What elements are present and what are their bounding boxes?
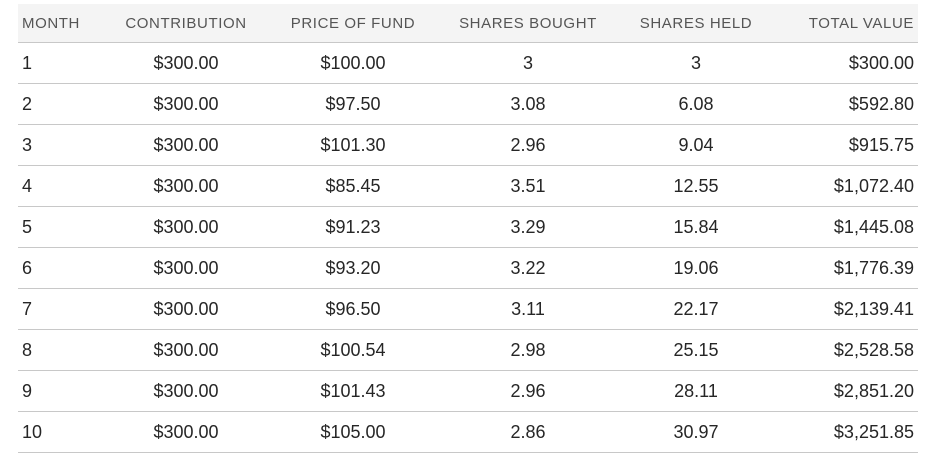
- column-header-price-of-fund: PRICE OF FUND: [276, 4, 430, 43]
- cell-contribution: $300.00: [96, 206, 276, 248]
- cell-total-value: $1,776.39: [766, 247, 918, 289]
- cell-total-value: $592.80: [766, 83, 918, 125]
- cell-month: 4: [18, 165, 96, 207]
- table-row: 4 $300.00 $85.45 3.51 12.55 $1,072.40: [18, 165, 918, 207]
- cell-contribution: $300.00: [96, 124, 276, 166]
- cell-price-of-fund: $85.45: [276, 165, 430, 207]
- column-header-month: MONTH: [18, 4, 96, 43]
- cell-contribution: $300.00: [96, 42, 276, 84]
- cell-price-of-fund: $101.30: [276, 124, 430, 166]
- cell-price-of-fund: $96.50: [276, 288, 430, 330]
- cell-price-of-fund: $100.54: [276, 329, 430, 371]
- cell-contribution: $300.00: [96, 288, 276, 330]
- table-row: 5 $300.00 $91.23 3.29 15.84 $1,445.08: [18, 206, 918, 248]
- cell-month: 9: [18, 370, 96, 412]
- table-header: MONTH CONTRIBUTION PRICE OF FUND SHARES …: [18, 4, 918, 43]
- cell-price-of-fund: $93.20: [276, 247, 430, 289]
- cell-shares-bought: 3: [430, 42, 626, 84]
- cell-shares-bought: 3.08: [430, 83, 626, 125]
- table-row: 1 $300.00 $100.00 3 3 $300.00: [18, 42, 918, 84]
- cell-month: 5: [18, 206, 96, 248]
- cell-month: 7: [18, 288, 96, 330]
- column-header-shares-bought: SHARES BOUGHT: [430, 4, 626, 43]
- cell-price-of-fund: $100.00: [276, 42, 430, 84]
- header-row: MONTH CONTRIBUTION PRICE OF FUND SHARES …: [18, 4, 918, 43]
- column-header-shares-held: SHARES HELD: [626, 4, 766, 43]
- table-row: 3 $300.00 $101.30 2.96 9.04 $915.75: [18, 124, 918, 166]
- table-row: 8 $300.00 $100.54 2.98 25.15 $2,528.58: [18, 329, 918, 371]
- cell-total-value: $2,528.58: [766, 329, 918, 371]
- table-row: 6 $300.00 $93.20 3.22 19.06 $1,776.39: [18, 247, 918, 289]
- cell-shares-bought: 3.22: [430, 247, 626, 289]
- cell-shares-held: 25.15: [626, 329, 766, 371]
- cell-shares-held: 9.04: [626, 124, 766, 166]
- cell-total-value: $300.00: [766, 42, 918, 84]
- cell-total-value: $2,139.41: [766, 288, 918, 330]
- cell-shares-held: 6.08: [626, 83, 766, 125]
- cell-contribution: $300.00: [96, 247, 276, 289]
- table-row: 10 $300.00 $105.00 2.86 30.97 $3,251.85: [18, 411, 918, 453]
- cell-contribution: $300.00: [96, 83, 276, 125]
- cell-shares-held: 22.17: [626, 288, 766, 330]
- cell-total-value: $2,851.20: [766, 370, 918, 412]
- column-header-total-value: TOTAL VALUE: [766, 4, 918, 43]
- cell-contribution: $300.00: [96, 165, 276, 207]
- cell-shares-bought: 3.51: [430, 165, 626, 207]
- cell-shares-held: 30.97: [626, 411, 766, 453]
- cell-contribution: $300.00: [96, 329, 276, 371]
- table-body: 1 $300.00 $100.00 3 3 $300.00 2 $300.00 $97.50 3.…: [18, 42, 918, 453]
- cell-total-value: $1,445.08: [766, 206, 918, 248]
- cell-contribution: $300.00: [96, 411, 276, 453]
- cell-month: 6: [18, 247, 96, 289]
- cell-total-value: $1,072.40: [766, 165, 918, 207]
- cell-month: 8: [18, 329, 96, 371]
- cell-shares-held: 3: [626, 42, 766, 84]
- cell-shares-bought: 2.96: [430, 124, 626, 166]
- cell-price-of-fund: $101.43: [276, 370, 430, 412]
- cell-month: 3: [18, 124, 96, 166]
- cell-shares-bought: 3.29: [430, 206, 626, 248]
- cell-month: 10: [18, 411, 96, 453]
- cell-shares-bought: 2.86: [430, 411, 626, 453]
- cell-price-of-fund: $91.23: [276, 206, 430, 248]
- cell-shares-held: 15.84: [626, 206, 766, 248]
- cell-price-of-fund: $97.50: [276, 83, 430, 125]
- cell-total-value: $3,251.85: [766, 411, 918, 453]
- cell-shares-held: 12.55: [626, 165, 766, 207]
- investment-table-container: MONTH CONTRIBUTION PRICE OF FUND SHARES …: [18, 4, 918, 453]
- cell-shares-bought: 2.96: [430, 370, 626, 412]
- table-row: 9 $300.00 $101.43 2.96 28.11 $2,851.20: [18, 370, 918, 412]
- cell-shares-held: 19.06: [626, 247, 766, 289]
- dollar-cost-averaging-table: MONTH CONTRIBUTION PRICE OF FUND SHARES …: [18, 4, 918, 453]
- table-row: 7 $300.00 $96.50 3.11 22.17 $2,139.41: [18, 288, 918, 330]
- cell-price-of-fund: $105.00: [276, 411, 430, 453]
- table-row: 2 $300.00 $97.50 3.08 6.08 $592.80: [18, 83, 918, 125]
- cell-month: 1: [18, 42, 96, 84]
- column-header-contribution: CONTRIBUTION: [96, 4, 276, 43]
- cell-shares-bought: 3.11: [430, 288, 626, 330]
- cell-month: 2: [18, 83, 96, 125]
- cell-total-value: $915.75: [766, 124, 918, 166]
- cell-shares-bought: 2.98: [430, 329, 626, 371]
- cell-contribution: $300.00: [96, 370, 276, 412]
- cell-shares-held: 28.11: [626, 370, 766, 412]
